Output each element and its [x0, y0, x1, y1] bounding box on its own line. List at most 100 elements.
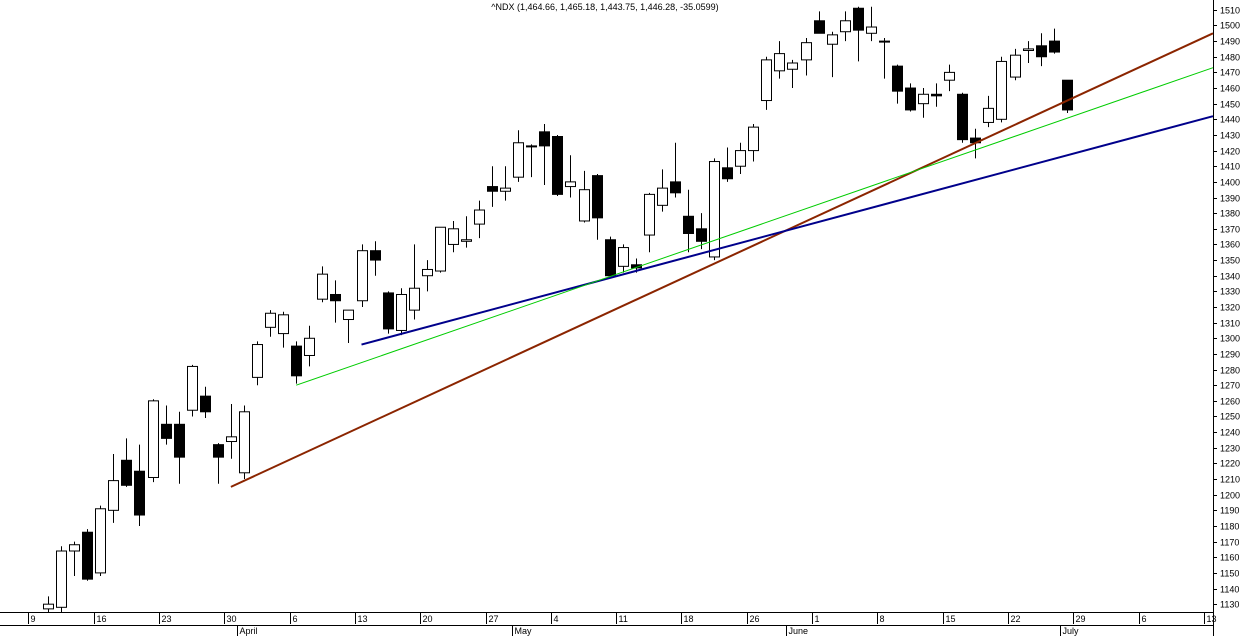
- y-tick-label: 1150: [1220, 569, 1239, 579]
- x-tick-label: 13: [1207, 614, 1217, 624]
- candle-body: [95, 508, 106, 574]
- x-tick-label: 1: [815, 614, 820, 624]
- y-tick-label: 1140: [1220, 585, 1239, 595]
- x-tick-label: 4: [554, 614, 559, 624]
- candle: [761, 56, 772, 110]
- candle: [134, 444, 145, 526]
- candle-body: [774, 53, 785, 72]
- y-tick-label: 1200: [1220, 491, 1240, 501]
- candle: [696, 213, 707, 250]
- plot-frame: [0, 0, 1214, 636]
- chart-title: ^NDX (1,464.66, 1,465.18, 1,443.75, 1,44…: [491, 2, 718, 12]
- candle-body: [814, 20, 825, 34]
- candle-body: [1023, 48, 1034, 51]
- candle-body: [683, 215, 694, 234]
- y-tick-label: 1410: [1220, 162, 1240, 172]
- candle-body: [291, 345, 302, 377]
- candle-body: [735, 150, 746, 167]
- candle-body: [174, 423, 185, 458]
- candle: [539, 124, 550, 185]
- y-tick-label: 1280: [1220, 366, 1240, 376]
- candle-body: [905, 87, 916, 111]
- candle: [304, 325, 315, 367]
- candle-body: [696, 228, 707, 242]
- candle: [827, 31, 838, 78]
- candle-body: [317, 273, 328, 300]
- candle: [1049, 28, 1060, 54]
- candle: [148, 399, 159, 483]
- candle-body: [918, 93, 929, 105]
- candle-body: [278, 314, 289, 335]
- candle-body: [304, 337, 315, 356]
- candle-body: [330, 293, 341, 302]
- candle-body: [357, 250, 368, 302]
- y-tick-label: 1250: [1220, 412, 1240, 422]
- candle: [500, 166, 511, 201]
- candle-body: [1036, 45, 1047, 58]
- y-tick-label: 1230: [1220, 444, 1240, 454]
- x-tick-label: 6: [1142, 614, 1147, 624]
- candle-body: [56, 550, 67, 608]
- y-tick-label: 1390: [1220, 194, 1240, 204]
- candle-body: [579, 189, 590, 222]
- candle: [69, 541, 80, 577]
- candle-body: [996, 60, 1007, 120]
- candle: [383, 291, 394, 334]
- candle-body: [448, 228, 459, 245]
- y-axis: 1130 1140 1150 1160 1170 1180 1190 1200 1210 1220…: [1213, 6, 1240, 610]
- candle: [592, 174, 603, 240]
- x-tick-label: 11: [619, 614, 628, 624]
- candle: [409, 244, 420, 320]
- candle-body: [944, 71, 955, 81]
- x-tick-label: 16: [97, 614, 107, 624]
- y-tick-label: 1460: [1220, 84, 1240, 94]
- x-tick-label: 6: [293, 614, 298, 624]
- candle-body: [787, 62, 798, 70]
- candle: [108, 454, 119, 523]
- candle-body: [187, 365, 198, 411]
- candle-body: [1062, 79, 1073, 111]
- candle-body: [957, 93, 968, 141]
- x-tick-label: 22: [1011, 614, 1021, 624]
- candle-body: [226, 436, 237, 443]
- candle-body: [213, 444, 224, 458]
- x-tick-label: 29: [1076, 614, 1086, 624]
- candle-body: [161, 423, 172, 439]
- candle-body: [983, 107, 994, 123]
- candle-body: [383, 292, 394, 330]
- candle: [774, 41, 785, 79]
- candle: [722, 147, 733, 182]
- candle-body: [657, 187, 668, 206]
- candle-body: [853, 7, 864, 31]
- candle: [396, 288, 407, 336]
- y-tick-label: 1430: [1220, 131, 1240, 141]
- candle-body: [931, 93, 942, 97]
- candle: [605, 236, 616, 277]
- y-tick-label: 1350: [1220, 256, 1240, 266]
- candle: [226, 403, 237, 459]
- candle-body: [761, 59, 772, 102]
- candles: [43, 6, 1073, 612]
- month-tick-label: April: [240, 626, 258, 636]
- candle: [905, 83, 916, 112]
- candle-body: [892, 65, 903, 92]
- candle: [239, 405, 250, 480]
- candle: [552, 134, 563, 196]
- y-tick-label: 1510: [1220, 6, 1240, 16]
- candle: [461, 216, 472, 248]
- x-tick-label: 30: [227, 614, 237, 624]
- candle: [931, 83, 942, 107]
- candle: [474, 200, 485, 239]
- month-tick-label: June: [789, 626, 809, 636]
- candle-body: [487, 186, 498, 192]
- y-tick-label: 1300: [1220, 334, 1240, 344]
- candle: [422, 260, 433, 292]
- y-tick-label: 1180: [1220, 522, 1239, 532]
- candle-body: [134, 470, 145, 516]
- candle-body: [513, 142, 524, 178]
- candle-body: [644, 193, 655, 236]
- y-tick-label: 1170: [1220, 538, 1239, 548]
- trendline: [230, 32, 1214, 488]
- candle: [95, 505, 106, 577]
